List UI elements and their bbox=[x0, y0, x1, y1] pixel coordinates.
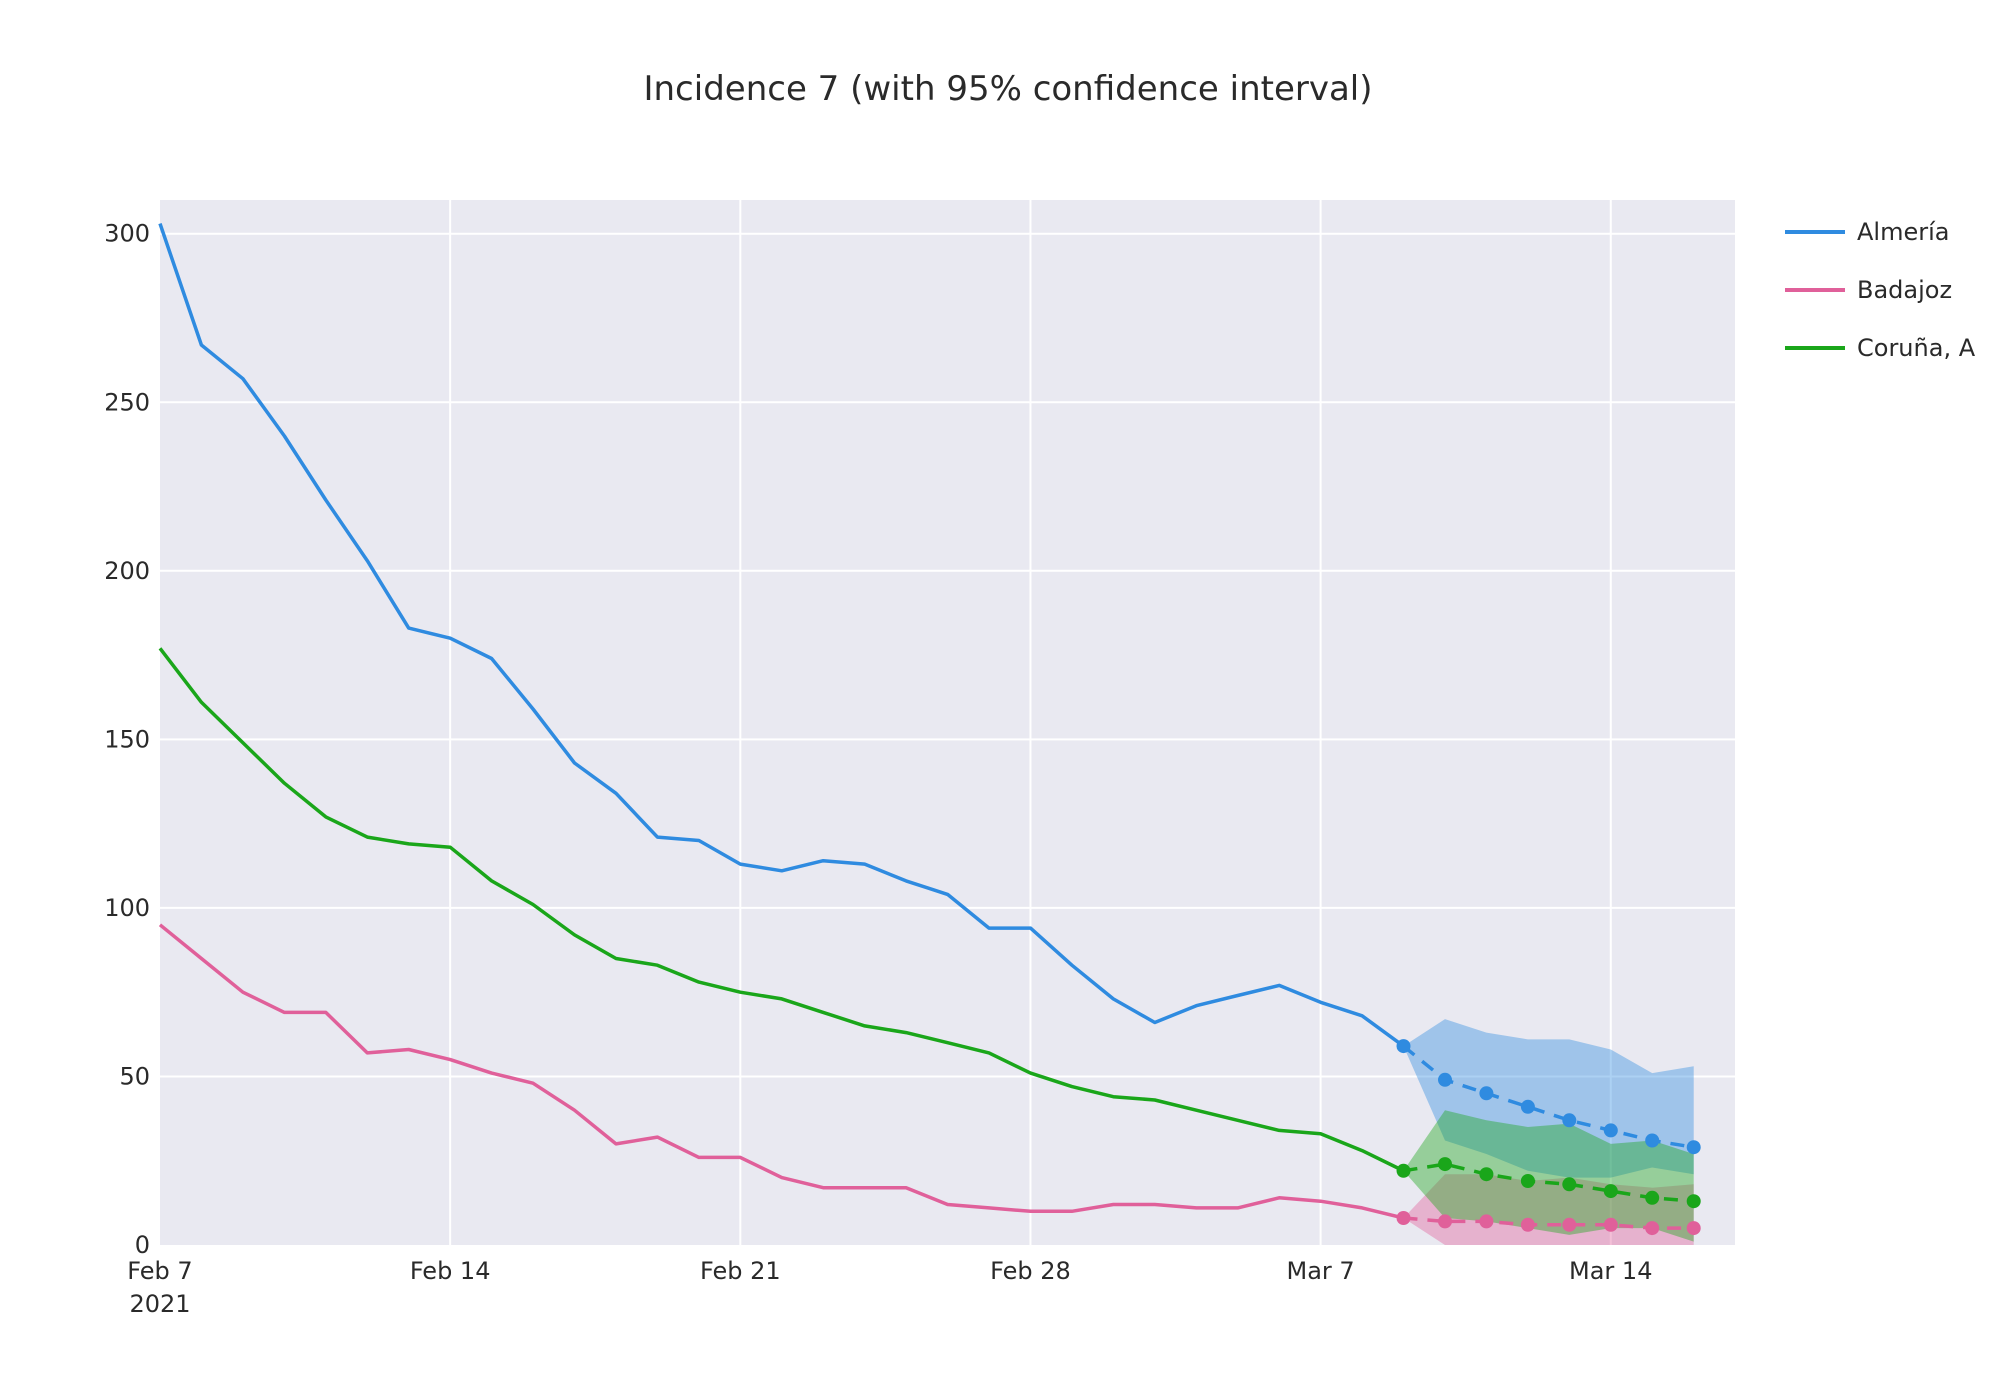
x-tick-label: Mar 7 bbox=[1287, 1257, 1355, 1285]
forecast-point-badajoz bbox=[1645, 1221, 1660, 1236]
x-axis-ticks: Feb 7 2021 Feb 14 Feb 21 Feb 28 Mar 7 Mar 14 bbox=[127, 1257, 1652, 1318]
forecast-line-almeria bbox=[1402, 1044, 1694, 1149]
forecast-point-almeria bbox=[1645, 1133, 1660, 1148]
x-tick-label: Feb 28 bbox=[990, 1257, 1071, 1285]
y-tick-label: 0 bbox=[135, 1231, 150, 1259]
y-tick-label: 300 bbox=[104, 220, 150, 248]
legend-item-badajoz[interactable]: Badajoz bbox=[1785, 276, 1952, 304]
forecast-point-badajoz bbox=[1603, 1217, 1618, 1232]
forecast-point-almeria bbox=[1438, 1072, 1452, 1087]
forecast-point-coruna-a bbox=[1479, 1167, 1494, 1182]
series-lines bbox=[158, 223, 1405, 1220]
forecast-point-badajoz bbox=[1686, 1221, 1701, 1236]
x-tick-label: Feb 21 bbox=[700, 1257, 781, 1285]
ci-band-almeria bbox=[1403, 1019, 1694, 1178]
y-gridlines bbox=[160, 232, 1735, 1078]
x-tick-label: Feb 14 bbox=[410, 1257, 491, 1285]
chart-title: Incidence 7 (with 95% confidence interva… bbox=[643, 69, 1372, 109]
series-line-coruna-a bbox=[158, 647, 1405, 1173]
legend-label: Almería bbox=[1857, 218, 1949, 246]
y-axis-ticks: 0 50 100 150 200 250 300 bbox=[104, 220, 150, 1259]
forecast-point-almeria bbox=[1686, 1140, 1701, 1155]
forecast-point-badajoz bbox=[1396, 1211, 1411, 1225]
forecast-point-almeria bbox=[1562, 1113, 1577, 1128]
forecast-point-coruna-a bbox=[1686, 1194, 1701, 1209]
series-line-almeria bbox=[158, 223, 1405, 1048]
forecast-point-coruna-a bbox=[1396, 1163, 1411, 1178]
y-tick-label: 250 bbox=[104, 388, 150, 416]
legend[interactable]: Almería Badajoz Coruña, A bbox=[1785, 218, 1976, 362]
legend-label: Coruña, A bbox=[1857, 334, 1976, 362]
y-tick-label: 200 bbox=[104, 557, 150, 585]
legend-item-coruna-a[interactable]: Coruña, A bbox=[1785, 334, 1976, 362]
forecast-lines bbox=[1396, 1039, 1701, 1236]
legend-item-almeria[interactable]: Almería bbox=[1785, 218, 1949, 246]
forecast-point-almeria bbox=[1603, 1123, 1618, 1138]
x-tick-label: Feb 7 bbox=[127, 1257, 192, 1285]
forecast-point-coruna-a bbox=[1520, 1174, 1535, 1188]
x-gridlines bbox=[449, 200, 1612, 1245]
forecast-point-badajoz bbox=[1520, 1217, 1535, 1232]
x-tick-label: Mar 14 bbox=[1569, 1257, 1652, 1285]
forecast-point-coruna-a bbox=[1438, 1157, 1452, 1172]
y-tick-label: 150 bbox=[104, 725, 150, 753]
legend-label: Badajoz bbox=[1857, 276, 1952, 304]
series-line-badajoz bbox=[158, 923, 1404, 1220]
forecast-point-almeria bbox=[1479, 1086, 1494, 1101]
forecast-point-coruna-a bbox=[1603, 1184, 1618, 1199]
forecast-point-badajoz bbox=[1562, 1217, 1577, 1232]
y-tick-label: 100 bbox=[104, 894, 150, 922]
plot-area bbox=[160, 200, 1735, 1245]
y-tick-label: 50 bbox=[119, 1062, 150, 1090]
forecast-point-badajoz bbox=[1479, 1214, 1494, 1229]
forecast-point-almeria bbox=[1520, 1099, 1535, 1114]
forecast-point-coruna-a bbox=[1645, 1190, 1660, 1205]
ci-band-coruna-a bbox=[1403, 1110, 1694, 1242]
x-tick-year: 2021 bbox=[129, 1290, 190, 1318]
forecast-point-badajoz bbox=[1438, 1214, 1452, 1229]
forecast-point-almeria bbox=[1396, 1039, 1411, 1054]
forecast-point-coruna-a bbox=[1562, 1177, 1577, 1192]
